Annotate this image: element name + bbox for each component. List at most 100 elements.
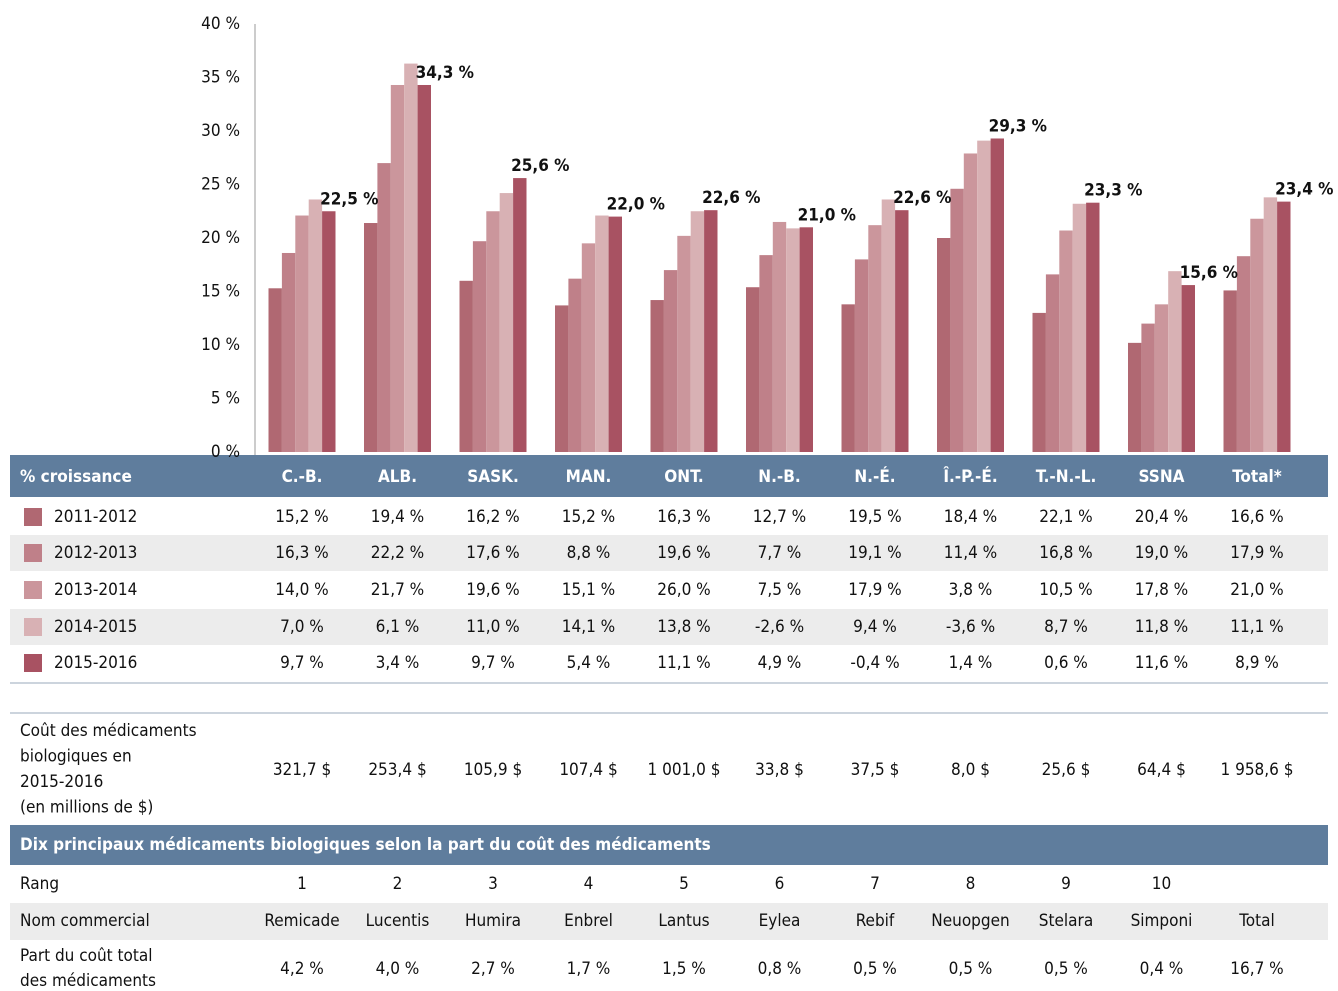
table-cell: 321,7 $ (273, 760, 331, 780)
bar (841, 304, 855, 452)
table-cell: 11,4 % (944, 543, 997, 563)
row-label: biologiques en (20, 747, 132, 767)
row-band (10, 609, 1328, 645)
bar (268, 288, 282, 452)
legend-swatch (24, 581, 42, 599)
bar (295, 215, 309, 452)
table-cell: 19,6 % (657, 543, 710, 563)
bar (581, 243, 596, 452)
table-cell: 11,1 % (1230, 617, 1283, 637)
bar (555, 305, 569, 452)
bar (608, 216, 622, 452)
bar (895, 210, 909, 452)
bar (704, 210, 718, 452)
bar (937, 238, 951, 452)
table-cell: 16,2 % (466, 507, 519, 527)
y-tick-label: 25 % (201, 175, 240, 195)
table-cell: 0,5 % (853, 959, 897, 979)
table-cell: 3,8 % (949, 580, 993, 600)
bar (1032, 312, 1046, 452)
table-cell: 8 (966, 874, 976, 894)
table-cell: 15,2 % (275, 507, 328, 527)
table-cell: 1 (297, 874, 307, 894)
table-cell: -0,4 % (850, 653, 899, 673)
table-cell: 3,4 % (376, 653, 420, 673)
legend-swatch (24, 508, 42, 526)
table-cell: Lantus (658, 911, 709, 931)
bar (1086, 202, 1100, 452)
bar (417, 84, 431, 453)
table-cell: 2,7 % (471, 959, 515, 979)
data-label: 34,3 % (416, 63, 474, 83)
bar (950, 188, 964, 452)
table-cell: 4,9 % (758, 653, 802, 673)
bar (1128, 342, 1142, 452)
table-cell: 1,5 % (662, 959, 706, 979)
data-label: 23,4 % (1275, 180, 1333, 200)
header-band (10, 825, 1328, 865)
row-band (10, 903, 1328, 940)
table-cell: 17,9 % (1230, 543, 1283, 563)
table-cell: 3 (488, 874, 498, 894)
table-cell: 9,4 % (853, 617, 897, 637)
row-label: Nom commercial (20, 911, 150, 931)
table-cell: 15,1 % (562, 580, 615, 600)
table-cell: 11,1 % (657, 653, 710, 673)
table-cell: 19,0 % (1135, 543, 1188, 563)
table-cell: Simponi (1131, 911, 1193, 931)
table-cell: 1 001,0 $ (648, 760, 721, 780)
y-tick-label: 35 % (201, 68, 240, 88)
bar (1168, 271, 1182, 452)
table-cell: 7,5 % (758, 580, 802, 600)
bar (322, 211, 336, 452)
table-cell: 14,0 % (275, 580, 328, 600)
table-cell: 10,5 % (1039, 580, 1092, 600)
table-cell: 9,7 % (471, 653, 515, 673)
bar (650, 300, 664, 452)
row-label: des médicaments (20, 971, 156, 991)
bar (677, 235, 691, 452)
bar (1045, 274, 1060, 452)
table-cell: 1,7 % (567, 959, 611, 979)
legend-label: 2015-2016 (54, 653, 137, 673)
table-cell: 21,7 % (371, 580, 424, 600)
bar (1223, 290, 1237, 452)
data-label: 22,6 % (702, 188, 760, 208)
table-cell: -2,6 % (755, 617, 804, 637)
table-cell: 22,1 % (1039, 507, 1092, 527)
data-label: 23,3 % (1084, 181, 1142, 201)
table-cell: 26,0 % (657, 580, 710, 600)
y-tick-label: 5 % (211, 389, 240, 409)
x-tick-label: N.-B. (758, 467, 800, 487)
table-cell: 0,4 % (1140, 959, 1184, 979)
legend-label: 2011-2012 (54, 507, 137, 527)
bar (746, 287, 760, 452)
x-tick-label: N.-É. (854, 465, 895, 487)
table-cell: 7 (870, 874, 880, 894)
table-cell: 14,1 % (562, 617, 615, 637)
x-tick-label: SSNA (1139, 467, 1185, 487)
bar (786, 228, 800, 452)
data-label: 29,3 % (989, 116, 1047, 136)
bar (308, 199, 323, 452)
table-cell: 17,9 % (848, 580, 901, 600)
table-cell: Humira (465, 911, 521, 931)
table-cell: 4 (584, 874, 594, 894)
bar (690, 211, 705, 452)
bar (663, 270, 678, 452)
table-cell: 7,0 % (280, 617, 324, 637)
table-cell: 105,9 $ (464, 760, 522, 780)
table-cell: 11,6 % (1135, 653, 1188, 673)
bar (772, 221, 787, 452)
x-tick-label: T.-N.-L. (1036, 467, 1097, 487)
y-tick-label: 40 % (201, 14, 240, 34)
table-cell: 25,6 $ (1042, 760, 1091, 780)
table-header: % croissance (20, 467, 132, 487)
table-cell: Stelara (1039, 911, 1093, 931)
legend-swatch (24, 544, 42, 562)
bar (1250, 218, 1264, 452)
x-tick-label: ONT. (664, 467, 703, 487)
bar (364, 223, 378, 452)
table-cell: 8,0 $ (951, 760, 990, 780)
section-title: Dix principaux médicaments biologiques s… (20, 835, 711, 855)
